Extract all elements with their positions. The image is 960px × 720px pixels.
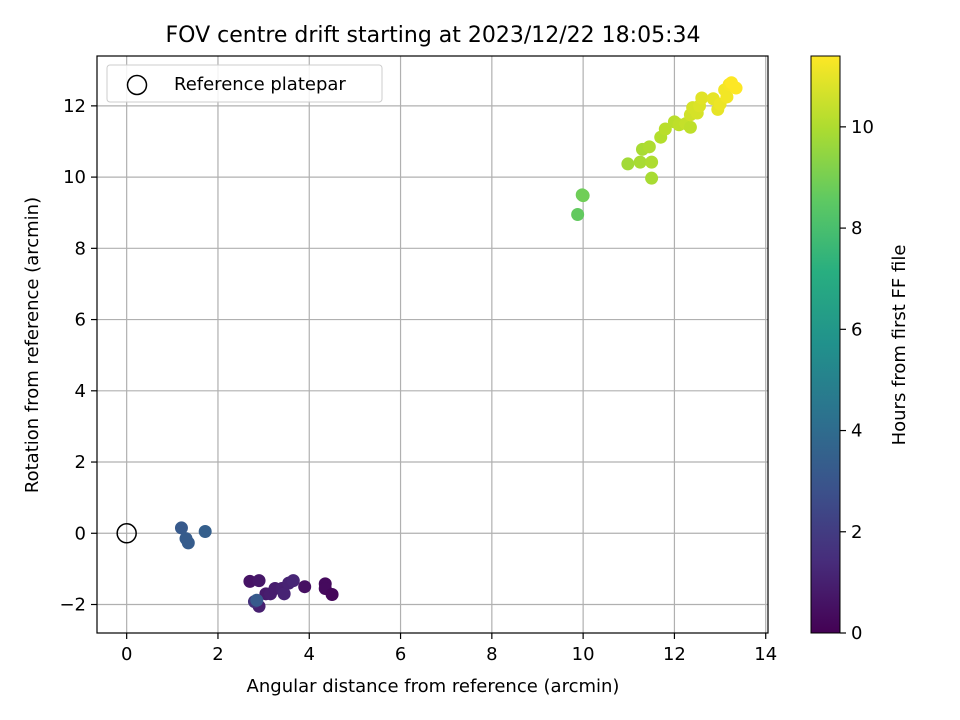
x-tick-label: 4 [304, 644, 315, 665]
colorbar-tick-label: 6 [851, 319, 862, 340]
chart-title: FOV centre drift starting at 2023/12/22 … [166, 23, 701, 48]
data-point [198, 524, 212, 538]
data-point [277, 587, 291, 601]
data-point [683, 120, 697, 134]
data-points [116, 76, 743, 613]
y-tick-label: 10 [63, 167, 86, 188]
y-axis-label: Rotation from reference (arcmin) [22, 197, 43, 493]
legend: Reference platepar [106, 64, 383, 103]
colorbar-tick-label: 2 [851, 522, 862, 543]
legend-marker-circle [126, 74, 148, 96]
y-tick-label: 4 [75, 381, 86, 402]
data-point [174, 521, 188, 535]
legend-label: Reference platepar [174, 74, 346, 95]
y-tick-label: 12 [63, 96, 86, 117]
x-tick-label: 0 [121, 644, 132, 665]
colorbar-gradient [810, 55, 841, 634]
axis-ticks: 0 2 4 6 8 10 12 14 −2 0 2 4 6 8 10 12 [59, 96, 777, 665]
x-tick-label: 8 [486, 644, 497, 665]
grid-lines [97, 56, 768, 633]
colorbar-tick-label: 8 [851, 218, 862, 239]
data-point [250, 593, 264, 607]
colorbar: 0 2 4 6 8 10 Hours from first FF file [810, 55, 910, 644]
reference-point-marker [116, 523, 137, 544]
y-tick-label: 0 [75, 523, 86, 544]
colorbar-ticks: 0 2 4 6 8 10 [840, 117, 874, 644]
x-axis-label: Angular distance from reference (arcmin) [247, 676, 620, 697]
data-point [729, 81, 743, 95]
colorbar-label: Hours from first FF file [889, 245, 910, 446]
colorbar-tick-label: 4 [851, 421, 862, 442]
data-point [695, 91, 709, 105]
x-tick-label: 2 [212, 644, 223, 665]
data-point [633, 155, 647, 169]
data-point [298, 580, 312, 594]
y-tick-label: 8 [75, 238, 86, 259]
data-point [286, 574, 300, 588]
data-point [571, 207, 585, 221]
colorbar-tick-label: 0 [851, 623, 862, 644]
colorbar-tick-label: 10 [851, 117, 874, 138]
x-tick-label: 12 [663, 644, 686, 665]
data-point [252, 574, 266, 588]
data-point [642, 140, 656, 154]
x-tick-label: 14 [754, 644, 777, 665]
plot-frame [96, 55, 769, 634]
data-point [645, 171, 659, 185]
y-tick-label: 2 [75, 452, 86, 473]
x-tick-label: 10 [572, 644, 595, 665]
data-point [181, 536, 195, 550]
data-point [325, 588, 339, 602]
data-point [645, 155, 659, 169]
data-point [658, 122, 672, 136]
data-point [720, 90, 734, 104]
data-point [621, 157, 635, 171]
y-tick-label: −2 [59, 595, 86, 616]
legend-box [106, 64, 383, 103]
x-tick-label: 6 [395, 644, 406, 665]
data-point [576, 189, 590, 203]
y-tick-label: 6 [75, 310, 86, 331]
